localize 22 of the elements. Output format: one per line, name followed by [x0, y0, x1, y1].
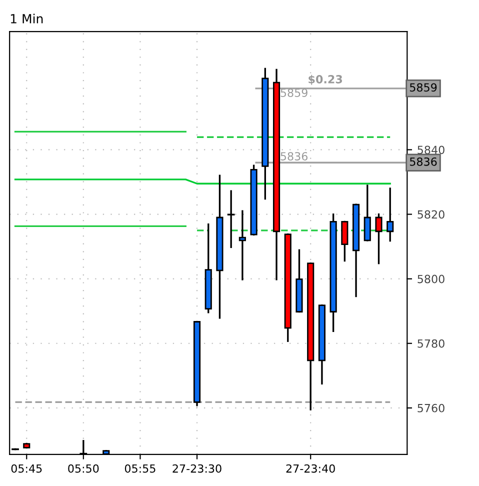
x-tick-label: 05:50: [68, 464, 99, 473]
x-tick-label: 05:45: [11, 464, 42, 473]
x-tick-label: 27-23:40: [286, 464, 335, 473]
candlestick: [238, 210, 246, 280]
y-tick-label: 5800: [418, 274, 444, 284]
chart-title: 1 Min: [10, 14, 43, 24]
candlestick: [375, 213, 382, 264]
y-tick-label: 5820: [418, 210, 444, 219]
ref-line-label: 5859: [410, 83, 437, 92]
candlestick: [364, 184, 371, 242]
candlestick: [227, 190, 235, 248]
y-tick-label: 5780: [418, 339, 444, 348]
y-tick-label: 5840: [418, 146, 444, 154]
y-tick-label: 5760: [418, 404, 444, 412]
x-tick-label: 05:55: [124, 464, 156, 473]
candlestick: [341, 220, 348, 262]
annotation: $0.23: [308, 74, 342, 85]
annotation: 5859: [280, 88, 308, 97]
candlestick: [386, 188, 394, 242]
x-tick-label: 27-23:30: [172, 464, 222, 473]
annotation: 5836: [280, 152, 308, 160]
ref-line-label: 5836: [410, 157, 437, 166]
